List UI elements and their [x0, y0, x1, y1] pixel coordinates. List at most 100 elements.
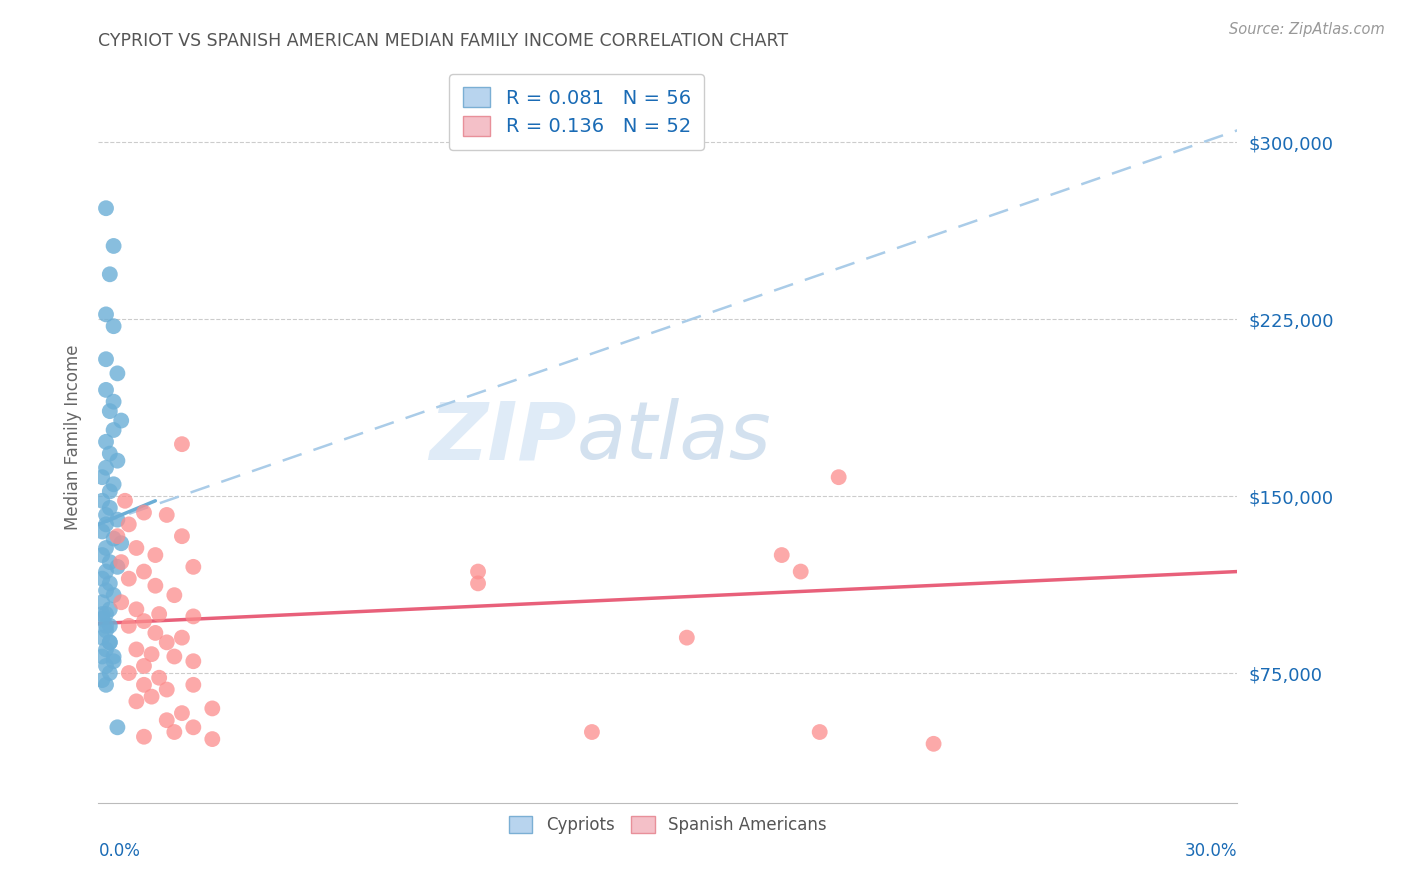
Point — [91, 607, 114, 621]
Point — [790, 565, 813, 579]
Point — [91, 631, 114, 645]
Point — [201, 732, 224, 747]
Point — [118, 572, 141, 586]
Point — [103, 319, 125, 334]
Point — [132, 614, 155, 628]
Point — [98, 602, 121, 616]
Text: CYPRIOT VS SPANISH AMERICAN MEDIAN FAMILY INCOME CORRELATION CHART: CYPRIOT VS SPANISH AMERICAN MEDIAN FAMIL… — [98, 32, 789, 50]
Point — [91, 470, 114, 484]
Text: atlas: atlas — [576, 398, 772, 476]
Point — [148, 671, 170, 685]
Point — [91, 548, 114, 562]
Point — [94, 517, 117, 532]
Point — [118, 517, 141, 532]
Point — [98, 555, 121, 569]
Point — [183, 654, 205, 668]
Point — [103, 477, 125, 491]
Y-axis label: Median Family Income: Median Family Income — [63, 344, 82, 530]
Point — [170, 631, 193, 645]
Point — [107, 367, 129, 381]
Point — [107, 453, 129, 467]
Point — [163, 588, 186, 602]
Point — [132, 678, 155, 692]
Point — [91, 649, 114, 664]
Point — [163, 725, 186, 739]
Point — [91, 673, 114, 687]
Point — [94, 434, 117, 449]
Point — [770, 548, 793, 562]
Point — [98, 404, 121, 418]
Point — [110, 555, 132, 569]
Point — [98, 666, 121, 681]
Point — [103, 588, 125, 602]
Point — [91, 612, 114, 626]
Point — [156, 682, 179, 697]
Point — [467, 576, 489, 591]
Point — [141, 647, 163, 661]
Point — [145, 548, 167, 562]
Point — [183, 678, 205, 692]
Point — [94, 624, 117, 638]
Point — [110, 413, 132, 427]
Point — [98, 635, 121, 649]
Point — [94, 642, 117, 657]
Point — [94, 541, 117, 555]
Point — [91, 572, 114, 586]
Point — [98, 267, 121, 281]
Point — [98, 484, 121, 499]
Point — [148, 607, 170, 621]
Point — [107, 559, 129, 574]
Point — [98, 619, 121, 633]
Text: 0.0%: 0.0% — [98, 842, 141, 860]
Point — [103, 239, 125, 253]
Point — [201, 701, 224, 715]
Point — [98, 635, 121, 649]
Point — [94, 201, 117, 215]
Point — [183, 609, 205, 624]
Point — [163, 649, 186, 664]
Text: 30.0%: 30.0% — [1185, 842, 1237, 860]
Point — [156, 508, 179, 522]
Point — [145, 626, 167, 640]
Point — [94, 307, 117, 321]
Point — [91, 595, 114, 609]
Point — [125, 541, 148, 555]
Point — [141, 690, 163, 704]
Point — [170, 706, 193, 720]
Point — [94, 607, 117, 621]
Point — [107, 513, 129, 527]
Point — [922, 737, 945, 751]
Point — [94, 508, 117, 522]
Point — [103, 423, 125, 437]
Point — [145, 579, 167, 593]
Point — [125, 602, 148, 616]
Point — [132, 565, 155, 579]
Point — [118, 666, 141, 681]
Point — [94, 583, 117, 598]
Point — [110, 595, 132, 609]
Point — [103, 394, 125, 409]
Point — [98, 500, 121, 515]
Point — [808, 725, 831, 739]
Point — [170, 437, 193, 451]
Point — [156, 713, 179, 727]
Point — [94, 352, 117, 367]
Point — [94, 565, 117, 579]
Point — [156, 635, 179, 649]
Point — [828, 470, 851, 484]
Point — [132, 506, 155, 520]
Point — [94, 659, 117, 673]
Point — [132, 659, 155, 673]
Point — [103, 649, 125, 664]
Point — [581, 725, 603, 739]
Point — [125, 694, 148, 708]
Point — [110, 536, 132, 550]
Point — [132, 730, 155, 744]
Point — [103, 654, 125, 668]
Point — [94, 460, 117, 475]
Point — [107, 529, 129, 543]
Point — [103, 532, 125, 546]
Point — [91, 493, 114, 508]
Point — [183, 720, 205, 734]
Text: Source: ZipAtlas.com: Source: ZipAtlas.com — [1229, 22, 1385, 37]
